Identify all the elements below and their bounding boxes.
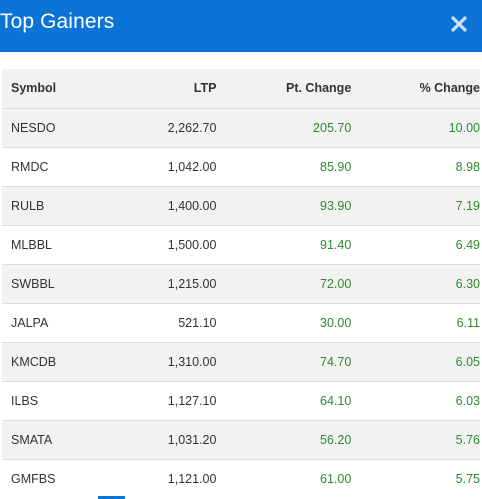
- ltp-cell: 1,400.00: [167, 198, 217, 213]
- ltp-cell: 1,121.00: [167, 471, 217, 486]
- column-header-pt-change[interactable]: Pt. Change: [285, 81, 352, 96]
- pt-change-cell: 61.00: [320, 471, 352, 486]
- pt-change-cell: 85.90: [320, 159, 352, 174]
- table-row[interactable]: MLBBL 1,500.00 91.40 6.49: [2, 225, 480, 264]
- gainers-table: Symbol LTP Pt. Change % Change NESDO 2,2…: [2, 69, 480, 498]
- dialog-title: Top Gainers: [0, 10, 115, 33]
- table-row[interactable]: NESDO 2,262.70 205.70 10.00: [2, 108, 480, 147]
- pct-change-cell: 6.11: [456, 315, 480, 330]
- ltp-cell: 1,310.00: [167, 354, 217, 369]
- pct-change-cell: 6.03: [455, 393, 480, 408]
- ltp-cell: 1,500.00: [167, 237, 217, 252]
- column-header-ltp[interactable]: LTP: [193, 81, 217, 96]
- table-body: NESDO 2,262.70 205.70 10.00 RMDC 1,042.0…: [2, 108, 480, 498]
- ltp-cell: 2,262.70: [167, 120, 217, 135]
- pct-change-cell: 8.98: [455, 159, 480, 174]
- pct-change-cell: 6.30: [455, 276, 480, 291]
- ltp-cell: 521.10: [178, 315, 217, 330]
- symbol-cell: SWBBL: [11, 276, 55, 291]
- pct-change-cell: 5.75: [455, 471, 480, 486]
- ltp-cell: 1,127.10: [167, 393, 217, 408]
- symbol-cell: JALPA: [11, 315, 49, 330]
- pct-change-cell: 10.00: [448, 120, 480, 135]
- table-row[interactable]: ILBS 1,127.10 64.10 6.03: [2, 381, 480, 420]
- pct-change-cell: 7.19: [455, 198, 480, 213]
- pt-change-cell: 93.90: [320, 198, 352, 213]
- ltp-cell: 1,031.20: [167, 432, 217, 447]
- table-row[interactable]: GMFBS 1,121.00 61.00 5.75: [2, 459, 480, 498]
- table-row[interactable]: RMDC 1,042.00 85.90 8.98: [2, 147, 480, 186]
- table-row[interactable]: SWBBL 1,215.00 72.00 6.30: [2, 264, 480, 303]
- active-tab-indicator: [98, 496, 125, 499]
- symbol-cell: MLBBL: [11, 237, 52, 252]
- table-row[interactable]: JALPA 521.10 30.00 6.11: [2, 303, 480, 342]
- column-header-symbol[interactable]: Symbol: [11, 81, 57, 96]
- gainers-table-container: Symbol LTP Pt. Change % Change NESDO 2,2…: [2, 69, 480, 498]
- symbol-cell: ILBS: [11, 393, 39, 408]
- pt-change-cell: 72.00: [320, 276, 352, 291]
- pt-change-cell: 30.00: [320, 315, 352, 330]
- pt-change-cell: 56.20: [320, 432, 352, 447]
- symbol-cell: KMCDB: [11, 354, 57, 369]
- pct-change-cell: 6.49: [455, 237, 480, 252]
- symbol-cell: RMDC: [11, 159, 49, 174]
- close-icon[interactable]: [450, 12, 468, 36]
- pt-change-cell: 64.10: [320, 393, 352, 408]
- column-header-pct-change[interactable]: % Change: [419, 81, 480, 96]
- ltp-cell: 1,042.00: [167, 159, 217, 174]
- ltp-cell: 1,215.00: [167, 276, 217, 291]
- dialog-header: Top Gainers: [0, 0, 482, 52]
- pt-change-cell: 74.70: [320, 354, 352, 369]
- symbol-cell: RULB: [11, 198, 45, 213]
- symbol-cell: GMFBS: [11, 471, 56, 486]
- pt-change-cell: 91.40: [320, 237, 352, 252]
- pct-change-cell: 5.76: [455, 432, 480, 447]
- table-row[interactable]: SMATA 1,031.20 56.20 5.76: [2, 420, 480, 459]
- table-header-row: Symbol LTP Pt. Change % Change: [2, 69, 480, 108]
- table-row[interactable]: RULB 1,400.00 93.90 7.19: [2, 186, 480, 225]
- pct-change-cell: 6.05: [455, 354, 480, 369]
- symbol-cell: NESDO: [11, 120, 56, 135]
- symbol-cell: SMATA: [11, 432, 53, 447]
- table-row[interactable]: KMCDB 1,310.00 74.70 6.05: [2, 342, 480, 381]
- pt-change-cell: 205.70: [313, 120, 352, 135]
